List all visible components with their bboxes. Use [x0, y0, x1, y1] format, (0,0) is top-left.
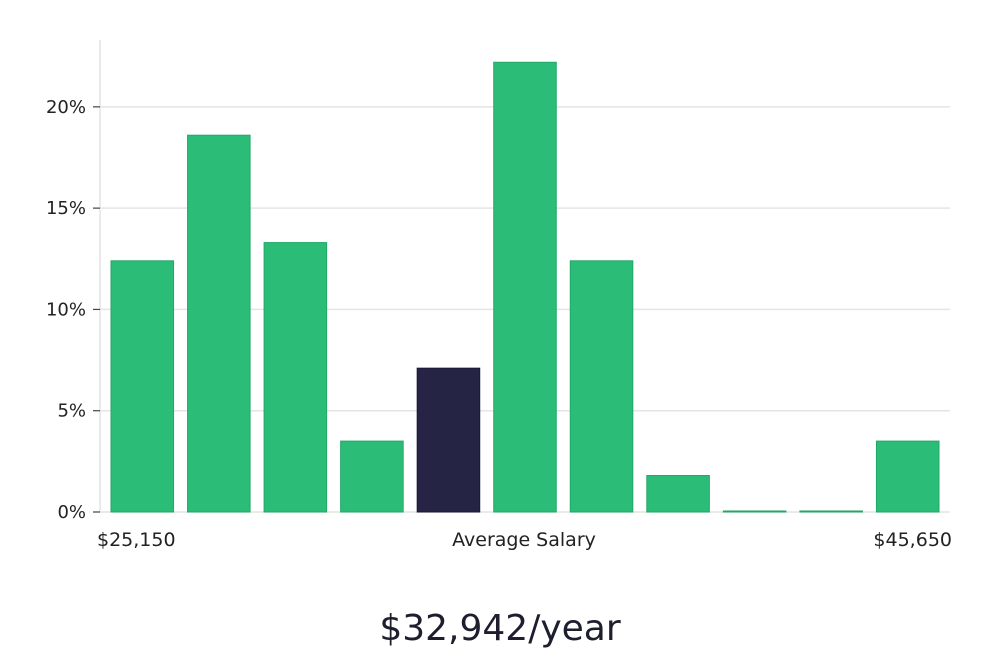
bar-10: [799, 510, 863, 513]
bar-3: [263, 242, 328, 513]
bars: [110, 61, 940, 513]
y-tick-label-5: 5%: [57, 401, 86, 422]
bar-7: [569, 260, 634, 513]
y-tick-label-20: 20%: [46, 97, 86, 118]
bar-5: [416, 367, 481, 513]
y-tick-label-15: 15%: [46, 198, 86, 219]
y-axis-ticks: 0% 5% 10% 15% 20%: [46, 97, 100, 523]
bar-9: [722, 510, 787, 513]
bar-1: [110, 260, 175, 513]
bar-8: [646, 475, 710, 513]
bar-4: [340, 440, 404, 513]
y-tick-label-10: 10%: [46, 299, 86, 320]
y-tick-label-0: 0%: [57, 502, 86, 523]
x-axis-center-label: Average Salary: [452, 529, 596, 551]
x-axis-min-label: $25,150: [97, 529, 176, 551]
x-axis-max-label: $45,650: [873, 529, 952, 551]
bar-2: [187, 134, 251, 513]
bar-6: [493, 61, 557, 513]
average-salary-value: $32,942/year: [379, 608, 621, 649]
bar-11: [875, 440, 940, 513]
